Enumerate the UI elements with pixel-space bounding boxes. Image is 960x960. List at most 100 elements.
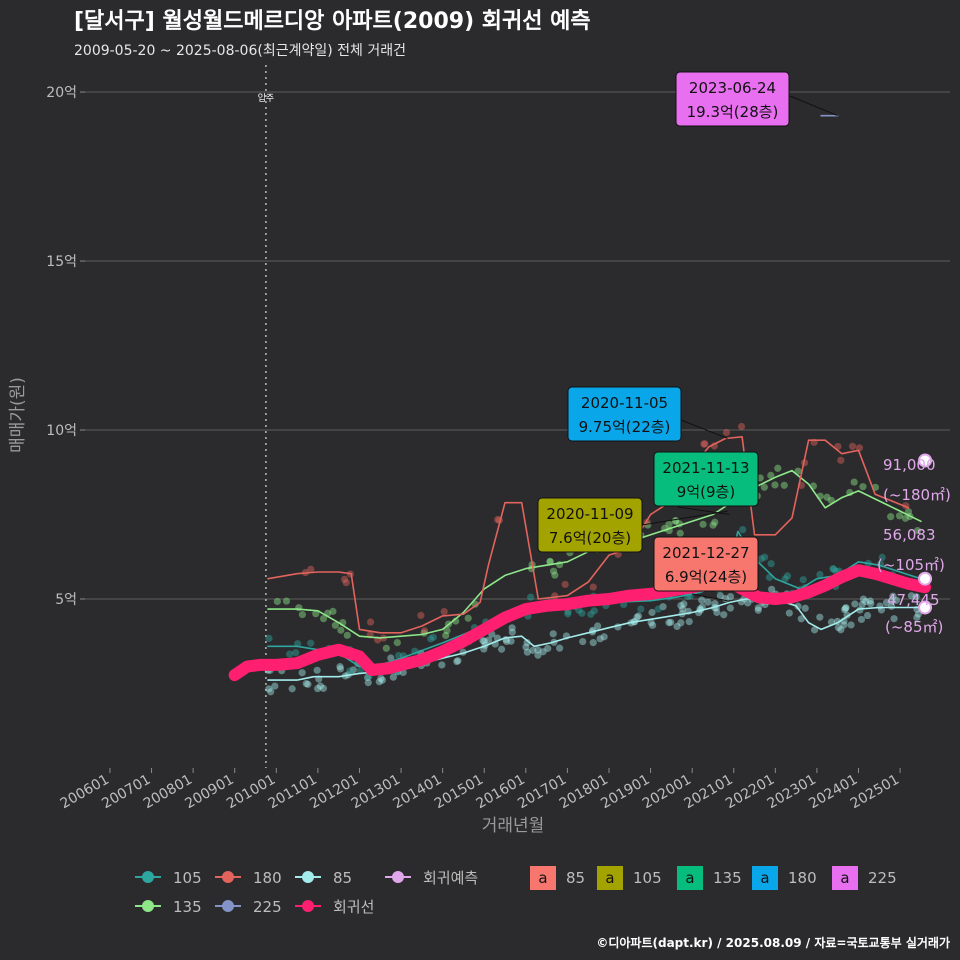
- scatter-point: [794, 602, 802, 610]
- prediction-area: (~85㎡): [885, 618, 943, 636]
- scatter-point: [551, 592, 559, 600]
- x-axis-ticks: 2006012007012008012009012010012011012012…: [58, 768, 902, 812]
- legend-box-glyph: a: [538, 869, 547, 887]
- legend-key-point: [222, 871, 234, 883]
- legend-item-label: 105: [173, 869, 202, 887]
- scatter-point: [667, 618, 675, 626]
- scatter-point: [343, 631, 351, 639]
- scatter-point: [716, 592, 724, 600]
- scatter-point: [890, 615, 898, 623]
- prediction-point: [918, 600, 933, 615]
- legend-item-label: 85: [333, 869, 352, 887]
- annotation-leader: [680, 419, 728, 439]
- scatter-point: [349, 666, 357, 674]
- scatter-point: [739, 526, 747, 534]
- scatter-point: [913, 613, 921, 622]
- scatter-point: [754, 604, 762, 612]
- scatter-point: [647, 619, 655, 627]
- scatter-point: [648, 608, 656, 617]
- scatter-point: [544, 644, 552, 653]
- scatter-point: [847, 621, 855, 629]
- legend-key-point: [302, 900, 314, 912]
- scatter-point: [633, 613, 641, 621]
- legend-key-point: [222, 900, 234, 912]
- prediction-value: 56,083: [883, 526, 936, 544]
- scatter-point: [887, 513, 895, 521]
- scatter-point: [892, 596, 900, 604]
- scatter-point: [600, 633, 608, 641]
- scatter-point: [561, 580, 569, 589]
- scatter-point: [454, 657, 462, 665]
- scatter-point: [665, 520, 673, 528]
- annotation-leader: [641, 510, 728, 526]
- scatter-point: [271, 682, 279, 690]
- scatter-point: [377, 674, 385, 682]
- scatter-point: [363, 673, 372, 682]
- scatter-point: [534, 646, 542, 654]
- scatter-point: [882, 599, 891, 607]
- scatter-point: [313, 666, 321, 674]
- scatter-point: [698, 603, 706, 611]
- scatter-point: [443, 626, 451, 635]
- legend-key-point: [142, 900, 154, 912]
- scatter-point: [346, 667, 354, 675]
- annotation-box: [675, 71, 790, 127]
- price-annotations: 2023-06-24 19.3억(28층) 2020-11-05 9.75억(22층)…: [537, 71, 838, 602]
- scatter-point: [589, 583, 597, 591]
- scatter-point: [672, 516, 680, 525]
- scatter-point: [711, 600, 719, 608]
- scatter-point: [564, 610, 572, 618]
- scatter-point: [340, 575, 349, 583]
- scatter-point: [816, 613, 824, 621]
- scatter-point: [508, 628, 516, 636]
- annotation-box: [653, 536, 759, 592]
- scatter-point: [737, 422, 746, 431]
- legend: 105 180 85 회귀예측 135 225 회귀선 a 85 a 105 a 135 a 180 a 225: [135, 866, 897, 916]
- scatter-point: [420, 627, 429, 635]
- scatter-point: [378, 676, 386, 684]
- x-axis-label: 거래년월: [482, 816, 545, 836]
- scatter-point: [700, 440, 708, 448]
- scatter-point: [529, 646, 537, 654]
- scatter-point: [859, 483, 867, 491]
- scatter-point: [364, 679, 372, 687]
- scatter-point: [307, 565, 315, 573]
- scatter-point: [837, 626, 845, 634]
- scatter-point: [596, 635, 604, 643]
- scatter-point: [298, 611, 306, 619]
- annotation-date: 2021-12-27: [662, 544, 749, 562]
- scatter-point: [523, 648, 531, 656]
- legend-box-glyph: a: [605, 869, 614, 887]
- scatter-point: [485, 636, 493, 644]
- scatter-point: [726, 592, 735, 601]
- scatter-point: [889, 592, 897, 600]
- legend-box-label: 105: [633, 869, 662, 887]
- scatter-point: [722, 428, 731, 437]
- scatter-point: [319, 615, 328, 623]
- scatter-point: [298, 669, 306, 677]
- scatter-point: [654, 605, 662, 613]
- scatter-point: [389, 673, 397, 681]
- scatter-point: [783, 572, 792, 580]
- scatter-point: [840, 621, 848, 629]
- scatter-point: [337, 626, 345, 634]
- scatter-point: [304, 680, 312, 688]
- legend-box-label: 180: [788, 869, 817, 887]
- scatter-point: [329, 607, 337, 615]
- scatter-point: [907, 592, 916, 600]
- scatter-point: [375, 678, 383, 686]
- scatter-point: [534, 651, 542, 659]
- scatter-point: [851, 600, 859, 608]
- scatter-point: [265, 685, 273, 693]
- legend-box-swatch: [832, 866, 858, 890]
- scatter-point: [579, 637, 587, 646]
- scatter-point: [797, 615, 805, 623]
- annotation-price: 9.75억(22층): [579, 418, 671, 436]
- annotation-leader: [677, 506, 730, 516]
- scatter-point: [781, 575, 789, 583]
- scatter-point: [527, 593, 535, 601]
- scatter-point: [888, 597, 896, 605]
- scatter-point: [785, 609, 793, 617]
- scatter-point: [307, 639, 315, 647]
- scatter-point: [316, 682, 324, 690]
